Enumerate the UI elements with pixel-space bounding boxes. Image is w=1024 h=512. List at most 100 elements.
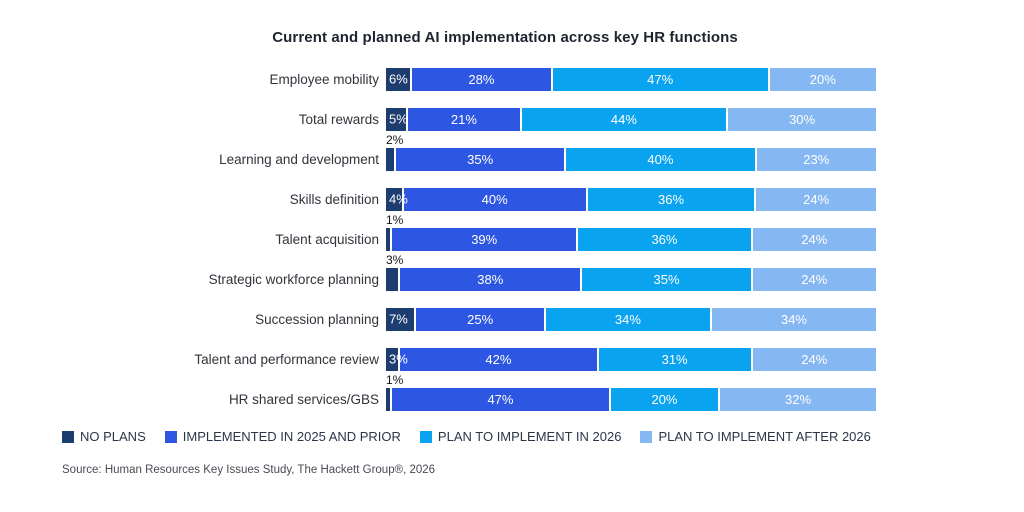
segment-value-label: 24% [801, 351, 828, 367]
bar-segment-plan-2026: 35% [582, 267, 753, 291]
bar-segment-plan-after-2026: 24% [752, 227, 876, 251]
bar-segment-implemented-2025-prior: 39% [392, 227, 579, 251]
bar-segment-no-plans [386, 187, 404, 211]
category-label: Talent acquisition [275, 231, 379, 247]
segment-value-label: 6% [389, 71, 408, 87]
bar-segment-plan-after-2026: 24% [756, 187, 876, 211]
segment-value-label: 30% [789, 111, 816, 127]
legend-swatch-icon [164, 430, 177, 443]
chart-row: Talent and performance review 3% 42% 31% 24% [0, 339, 1024, 379]
category-label: Talent and performance review [194, 351, 379, 367]
segment-value-label: 40% [481, 191, 508, 207]
bar-segment-no-plans [386, 267, 401, 291]
chart-row: Skills definition 4% 40% 36% 24% [0, 179, 1024, 219]
bar-segment-plan-2026: 34% [545, 307, 712, 331]
bar-segment-plan-2026: 44% [521, 107, 729, 131]
bar-segment-implemented-2025-prior: 21% [408, 107, 522, 131]
chart-row: Talent acquisition 1% 39% 36% 24% [0, 213, 1024, 259]
bar-segment-plan-2026: 36% [578, 227, 753, 251]
segment-value-label: 2% [386, 132, 404, 147]
legend-item: PLAN TO IMPLEMENT IN 2026 [419, 429, 622, 444]
legend-label: PLAN TO IMPLEMENT IN 2026 [437, 429, 622, 444]
category-label: Strategic workforce planning [208, 271, 379, 287]
bar-segment-no-plans [386, 387, 393, 411]
bar-segment-plan-2026: 47% [552, 67, 770, 91]
bar-segment-plan-after-2026: 23% [756, 147, 876, 171]
bar-track: 5% 21% 44% 30% [386, 107, 876, 131]
segment-value-label: 39% [471, 231, 498, 247]
bar-segment-plan-after-2026: 32% [720, 387, 877, 411]
segment-value-label: 47% [487, 391, 514, 407]
bar-segment-implemented-2025-prior: 25% [416, 307, 546, 331]
segment-value-label: 24% [803, 191, 830, 207]
legend-swatch-icon [640, 430, 653, 443]
segment-value-label: 25% [467, 311, 494, 327]
chart-legend: NO PLANS IMPLEMENTED IN 2025 AND PRIOR PLA… [62, 429, 871, 444]
segment-value-label: 23% [803, 151, 830, 167]
bar-segment-plan-after-2026: 20% [769, 67, 876, 91]
legend-label: IMPLEMENTED IN 2025 AND PRIOR [182, 429, 401, 444]
bar-segment-plan-2026: 40% [566, 147, 757, 171]
category-label: Total rewards [298, 111, 379, 127]
bar-segment-no-plans [386, 227, 393, 251]
chart-title: Current and planned AI implementation ac… [272, 29, 738, 46]
legend-item: IMPLEMENTED IN 2025 AND PRIOR [164, 429, 401, 444]
bar-track: 1% 47% 20% 32% [386, 373, 877, 411]
segment-value-label: 7% [389, 311, 408, 327]
segment-value-label: 3% [386, 252, 404, 267]
segment-value-label: 1% [386, 372, 404, 387]
bar-segment-no-plans [386, 67, 413, 91]
source-note: Source: Human Resources Key Issues Study… [62, 464, 436, 476]
bar-segment-implemented-2025-prior: 42% [400, 347, 599, 371]
segment-value-label: 42% [485, 351, 512, 367]
bar-segment-implemented-2025-prior: 40% [403, 187, 588, 211]
bar-segment-no-plans [386, 347, 401, 371]
legend-label: NO PLANS [80, 429, 146, 444]
segment-value-label: 3% [389, 351, 408, 367]
segment-value-label: 34% [614, 311, 641, 327]
chart-row: HR shared services/GBS 1% 47% 20% 32% [0, 373, 1024, 419]
segment-value-label: 24% [801, 271, 828, 287]
bar-segment-no-plans [386, 107, 409, 131]
bar-segment-plan-after-2026: 34% [711, 307, 877, 331]
bar-rows: Employee mobility 6% 28% 47% 20% Total reward… [0, 59, 1024, 419]
legend-item: NO PLANS [62, 429, 146, 444]
chart-row: Strategic workforce planning 3% 38% 35% 24% [0, 253, 1024, 299]
segment-value-label: 35% [653, 271, 680, 287]
segment-value-label: 32% [785, 391, 812, 407]
bar-segment-plan-after-2026: 24% [752, 347, 876, 371]
bar-track: 4% 40% 36% 24% [386, 187, 876, 211]
bar-segment-implemented-2025-prior: 28% [412, 67, 553, 91]
chart-row: Learning and development 2% 35% 40% 23% [0, 133, 1024, 179]
segment-value-label: 28% [468, 71, 495, 87]
bar-segment-implemented-2025-prior: 47% [392, 387, 611, 411]
segment-value-label: 35% [467, 151, 494, 167]
legend-label: PLAN TO IMPLEMENT AFTER 2026 [658, 429, 871, 444]
segment-value-label: 20% [809, 71, 836, 87]
segment-value-label: 24% [801, 231, 828, 247]
bar-segment-no-plans [386, 147, 397, 171]
segment-value-label: 36% [658, 191, 685, 207]
bar-segment-plan-after-2026: 24% [752, 267, 876, 291]
bar-segment-plan-2026: 31% [598, 347, 753, 371]
legend-swatch-icon [419, 430, 432, 443]
segment-value-label: 1% [386, 212, 404, 227]
bar-track: 3% 42% 31% 24% [386, 347, 876, 371]
chart-row: Employee mobility 6% 28% 47% 20% [0, 59, 1024, 99]
segment-value-label: 21% [450, 111, 477, 127]
bar-segment-no-plans [386, 307, 417, 331]
bar-segment-plan-after-2026: 30% [728, 107, 876, 131]
category-label: Succession planning [255, 311, 379, 327]
bar-segment-plan-2026: 36% [587, 187, 757, 211]
legend-swatch-icon [62, 430, 74, 443]
segment-value-label: 4% [389, 191, 408, 207]
legend-item: PLAN TO IMPLEMENT AFTER 2026 [640, 429, 871, 444]
bar-track: 6% 28% 47% 20% [386, 67, 876, 91]
category-label: Learning and development [219, 151, 379, 167]
chart-row: Total rewards 5% 21% 44% 30% [0, 99, 1024, 139]
segment-value-label: 47% [647, 71, 674, 87]
segment-value-label: 20% [651, 391, 678, 407]
bar-track: 3% 38% 35% 24% [386, 253, 876, 291]
segment-value-label: 5% [389, 111, 408, 127]
category-label: Employee mobility [269, 71, 379, 87]
